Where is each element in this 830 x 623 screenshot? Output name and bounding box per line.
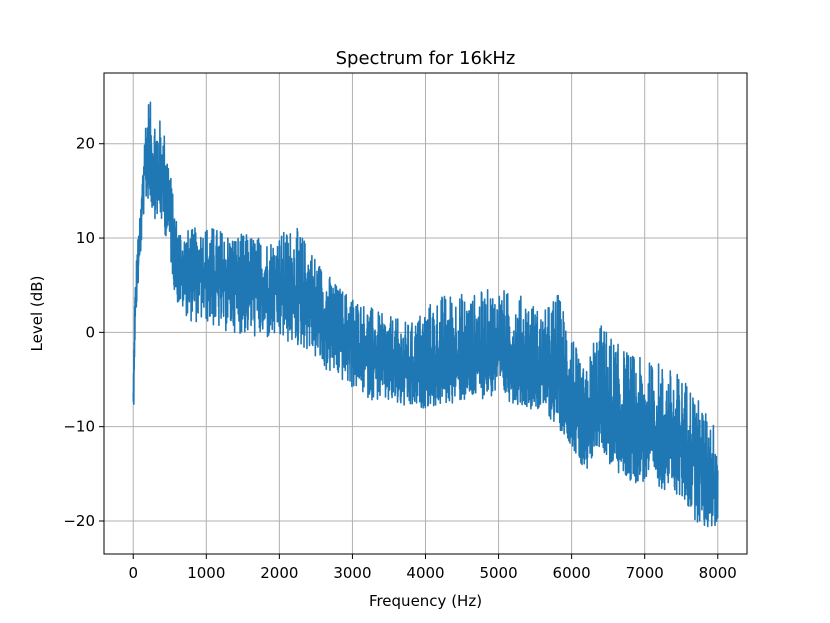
x-tick-label: 3000 — [333, 564, 371, 582]
y-tick-label: 20 — [76, 135, 95, 153]
y-axis-ticks: −20 −10 0 10 20 — [63, 135, 104, 530]
x-tick-label: 2000 — [260, 564, 298, 582]
x-tick-label: 1000 — [187, 564, 225, 582]
x-tick-label: 7000 — [626, 564, 664, 582]
y-tick-label: −10 — [63, 418, 95, 436]
y-tick-label: −20 — [63, 512, 95, 530]
x-tick-label: 4000 — [406, 564, 444, 582]
chart-title: Spectrum for 16kHz — [336, 48, 516, 69]
x-tick-label: 6000 — [553, 564, 591, 582]
x-tick-label: 5000 — [479, 564, 517, 582]
spectrum-line — [132, 101, 719, 528]
series-layer — [132, 101, 719, 528]
x-tick-label: 0 — [128, 564, 138, 582]
x-axis-ticks: 0 1000 2000 3000 4000 5000 6000 7000 8000 — [128, 554, 737, 582]
x-tick-label: 8000 — [699, 564, 737, 582]
x-axis-label: Frequency (Hz) — [369, 592, 482, 610]
y-axis-label: Level (dB) — [28, 276, 46, 352]
y-tick-label: 10 — [76, 229, 95, 247]
y-tick-label: 0 — [85, 323, 95, 341]
